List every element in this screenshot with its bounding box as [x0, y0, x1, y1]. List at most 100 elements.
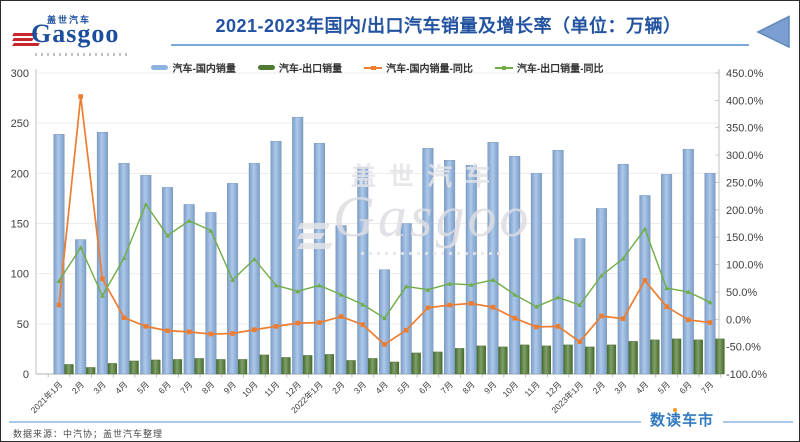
- x-axis-label: 3月: [352, 379, 368, 395]
- footer-divider: [9, 421, 793, 423]
- bar: [86, 367, 96, 375]
- bar: [172, 359, 183, 375]
- line-marker: [577, 339, 583, 345]
- bar: [379, 269, 391, 375]
- bar: [650, 339, 660, 375]
- bar: [303, 355, 313, 375]
- line-marker: [534, 304, 539, 309]
- x-axis-label: 7月: [439, 379, 455, 395]
- line-marker: [577, 302, 583, 308]
- bar: [140, 175, 152, 375]
- bar: [107, 363, 118, 375]
- bar: [248, 163, 260, 375]
- legend-label: 汽车-出口销量-同比: [516, 64, 604, 75]
- gasgoo-logo: 盖世汽车 Gasgoo: [11, 9, 141, 57]
- bar: [661, 174, 673, 375]
- logo-en-text: Gasgoo: [31, 19, 120, 48]
- line-marker: [252, 327, 257, 332]
- line-marker: [251, 256, 257, 262]
- bar: [324, 354, 335, 375]
- line-marker: [360, 322, 366, 328]
- bar: [259, 354, 269, 375]
- legend-item: 汽车-出口销量: [257, 60, 343, 75]
- legend-marker: [371, 65, 376, 70]
- line-marker: [707, 299, 713, 305]
- x-axis-label: 8月: [200, 379, 216, 395]
- line-marker: [165, 233, 170, 238]
- bar: [596, 208, 608, 375]
- y-right-tick-label: -100.0%: [726, 369, 767, 381]
- y-right-tick-label: 250.0%: [726, 177, 764, 189]
- bar: [628, 341, 638, 375]
- line-marker: [230, 277, 235, 282]
- y-right-tick-label: 100.0%: [726, 260, 764, 272]
- bar: [704, 173, 716, 375]
- line-marker: [425, 287, 431, 292]
- bar: [411, 352, 421, 375]
- bar: [693, 339, 703, 375]
- bar: [422, 148, 434, 375]
- line-marker: [620, 256, 626, 261]
- line-marker: [469, 301, 474, 306]
- line-marker: [382, 315, 387, 321]
- line-marker: [468, 282, 474, 287]
- bar: [270, 141, 282, 375]
- legend-label: 汽车-出口销量: [278, 64, 343, 75]
- line-marker: [664, 285, 669, 291]
- bar: [520, 344, 530, 375]
- legend-item: 汽车-国内销量: [151, 60, 236, 75]
- bars-domestic: [53, 116, 716, 375]
- x-axis-label: 4月: [634, 379, 650, 395]
- line-marker: [685, 289, 691, 294]
- y-axis-right-labels: 450.0% 400.0% 350.0% 300.0% 250.0% 200.0% 150.…: [715, 68, 767, 381]
- line-marker: [295, 320, 300, 326]
- legend-bar-swatch-icon: [257, 65, 275, 70]
- logo-tagline: [35, 53, 127, 56]
- title-underline: [171, 44, 749, 46]
- x-axis-label: 4月: [373, 379, 389, 395]
- line-marker: [534, 324, 539, 330]
- y-right-tick-label: 50.0%: [726, 287, 757, 299]
- bar: [444, 160, 456, 375]
- y-right-tick-label: 400.0%: [726, 95, 764, 107]
- y-left-tick-label: 300: [11, 68, 29, 80]
- x-axis-label: 6月: [417, 379, 433, 395]
- bar: [639, 195, 651, 375]
- y-axis-left-labels: 0 50 100 150 200 250 300: [11, 68, 29, 381]
- bar: [715, 338, 725, 375]
- line-marker: [686, 317, 691, 323]
- line-domestic-yoy: [56, 94, 713, 347]
- line-export-yoy: [56, 201, 713, 321]
- page-title: 2021-2023年国内/出口汽车销量及增长率（单位：万辆）: [215, 16, 682, 36]
- bars-export: [64, 338, 725, 375]
- line-marker: [707, 320, 713, 325]
- bar: [400, 223, 412, 375]
- y-right-tick-label: 0.0%: [726, 314, 751, 326]
- line-marker: [143, 201, 149, 207]
- y-left-tick-label: 50: [17, 319, 29, 331]
- line-marker: [273, 324, 279, 329]
- line-marker: [599, 313, 604, 319]
- bar: [96, 131, 108, 375]
- bar: [672, 338, 682, 375]
- y-right-tick-label: 200.0%: [726, 205, 764, 217]
- x-axis-label: 9月: [482, 379, 498, 395]
- footer-brand-text: 数读车市: [650, 412, 715, 429]
- line-marker: [208, 228, 214, 233]
- bar: [585, 346, 595, 375]
- prev-slide-arrow-icon[interactable]: [754, 14, 792, 51]
- line-marker: [555, 294, 561, 300]
- legend-line-swatch-icon: [364, 63, 383, 72]
- line-marker: [599, 273, 604, 278]
- y-right-tick-label: -50.0%: [726, 342, 761, 354]
- line-marker: [78, 94, 83, 99]
- x-axis-label: 6月: [677, 379, 693, 395]
- x-axis-label: 5月: [395, 379, 411, 395]
- line-marker: [620, 316, 626, 322]
- legend-item: 汽车-出口销量-同比: [494, 60, 604, 75]
- legend-label: 汽车-国内销量-同比: [386, 64, 473, 75]
- x-axis-label: 11月: [522, 379, 541, 398]
- bar: [530, 173, 542, 375]
- line-marker: [490, 277, 496, 282]
- bar: [487, 142, 499, 375]
